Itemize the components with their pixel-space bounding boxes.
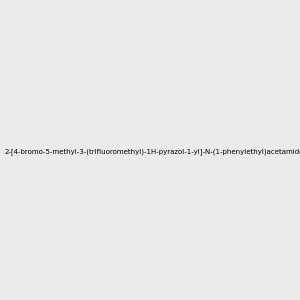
- Text: 2-[4-bromo-5-methyl-3-(trifluoromethyl)-1H-pyrazol-1-yl]-N-(1-phenylethyl)acetam: 2-[4-bromo-5-methyl-3-(trifluoromethyl)-…: [4, 148, 300, 155]
